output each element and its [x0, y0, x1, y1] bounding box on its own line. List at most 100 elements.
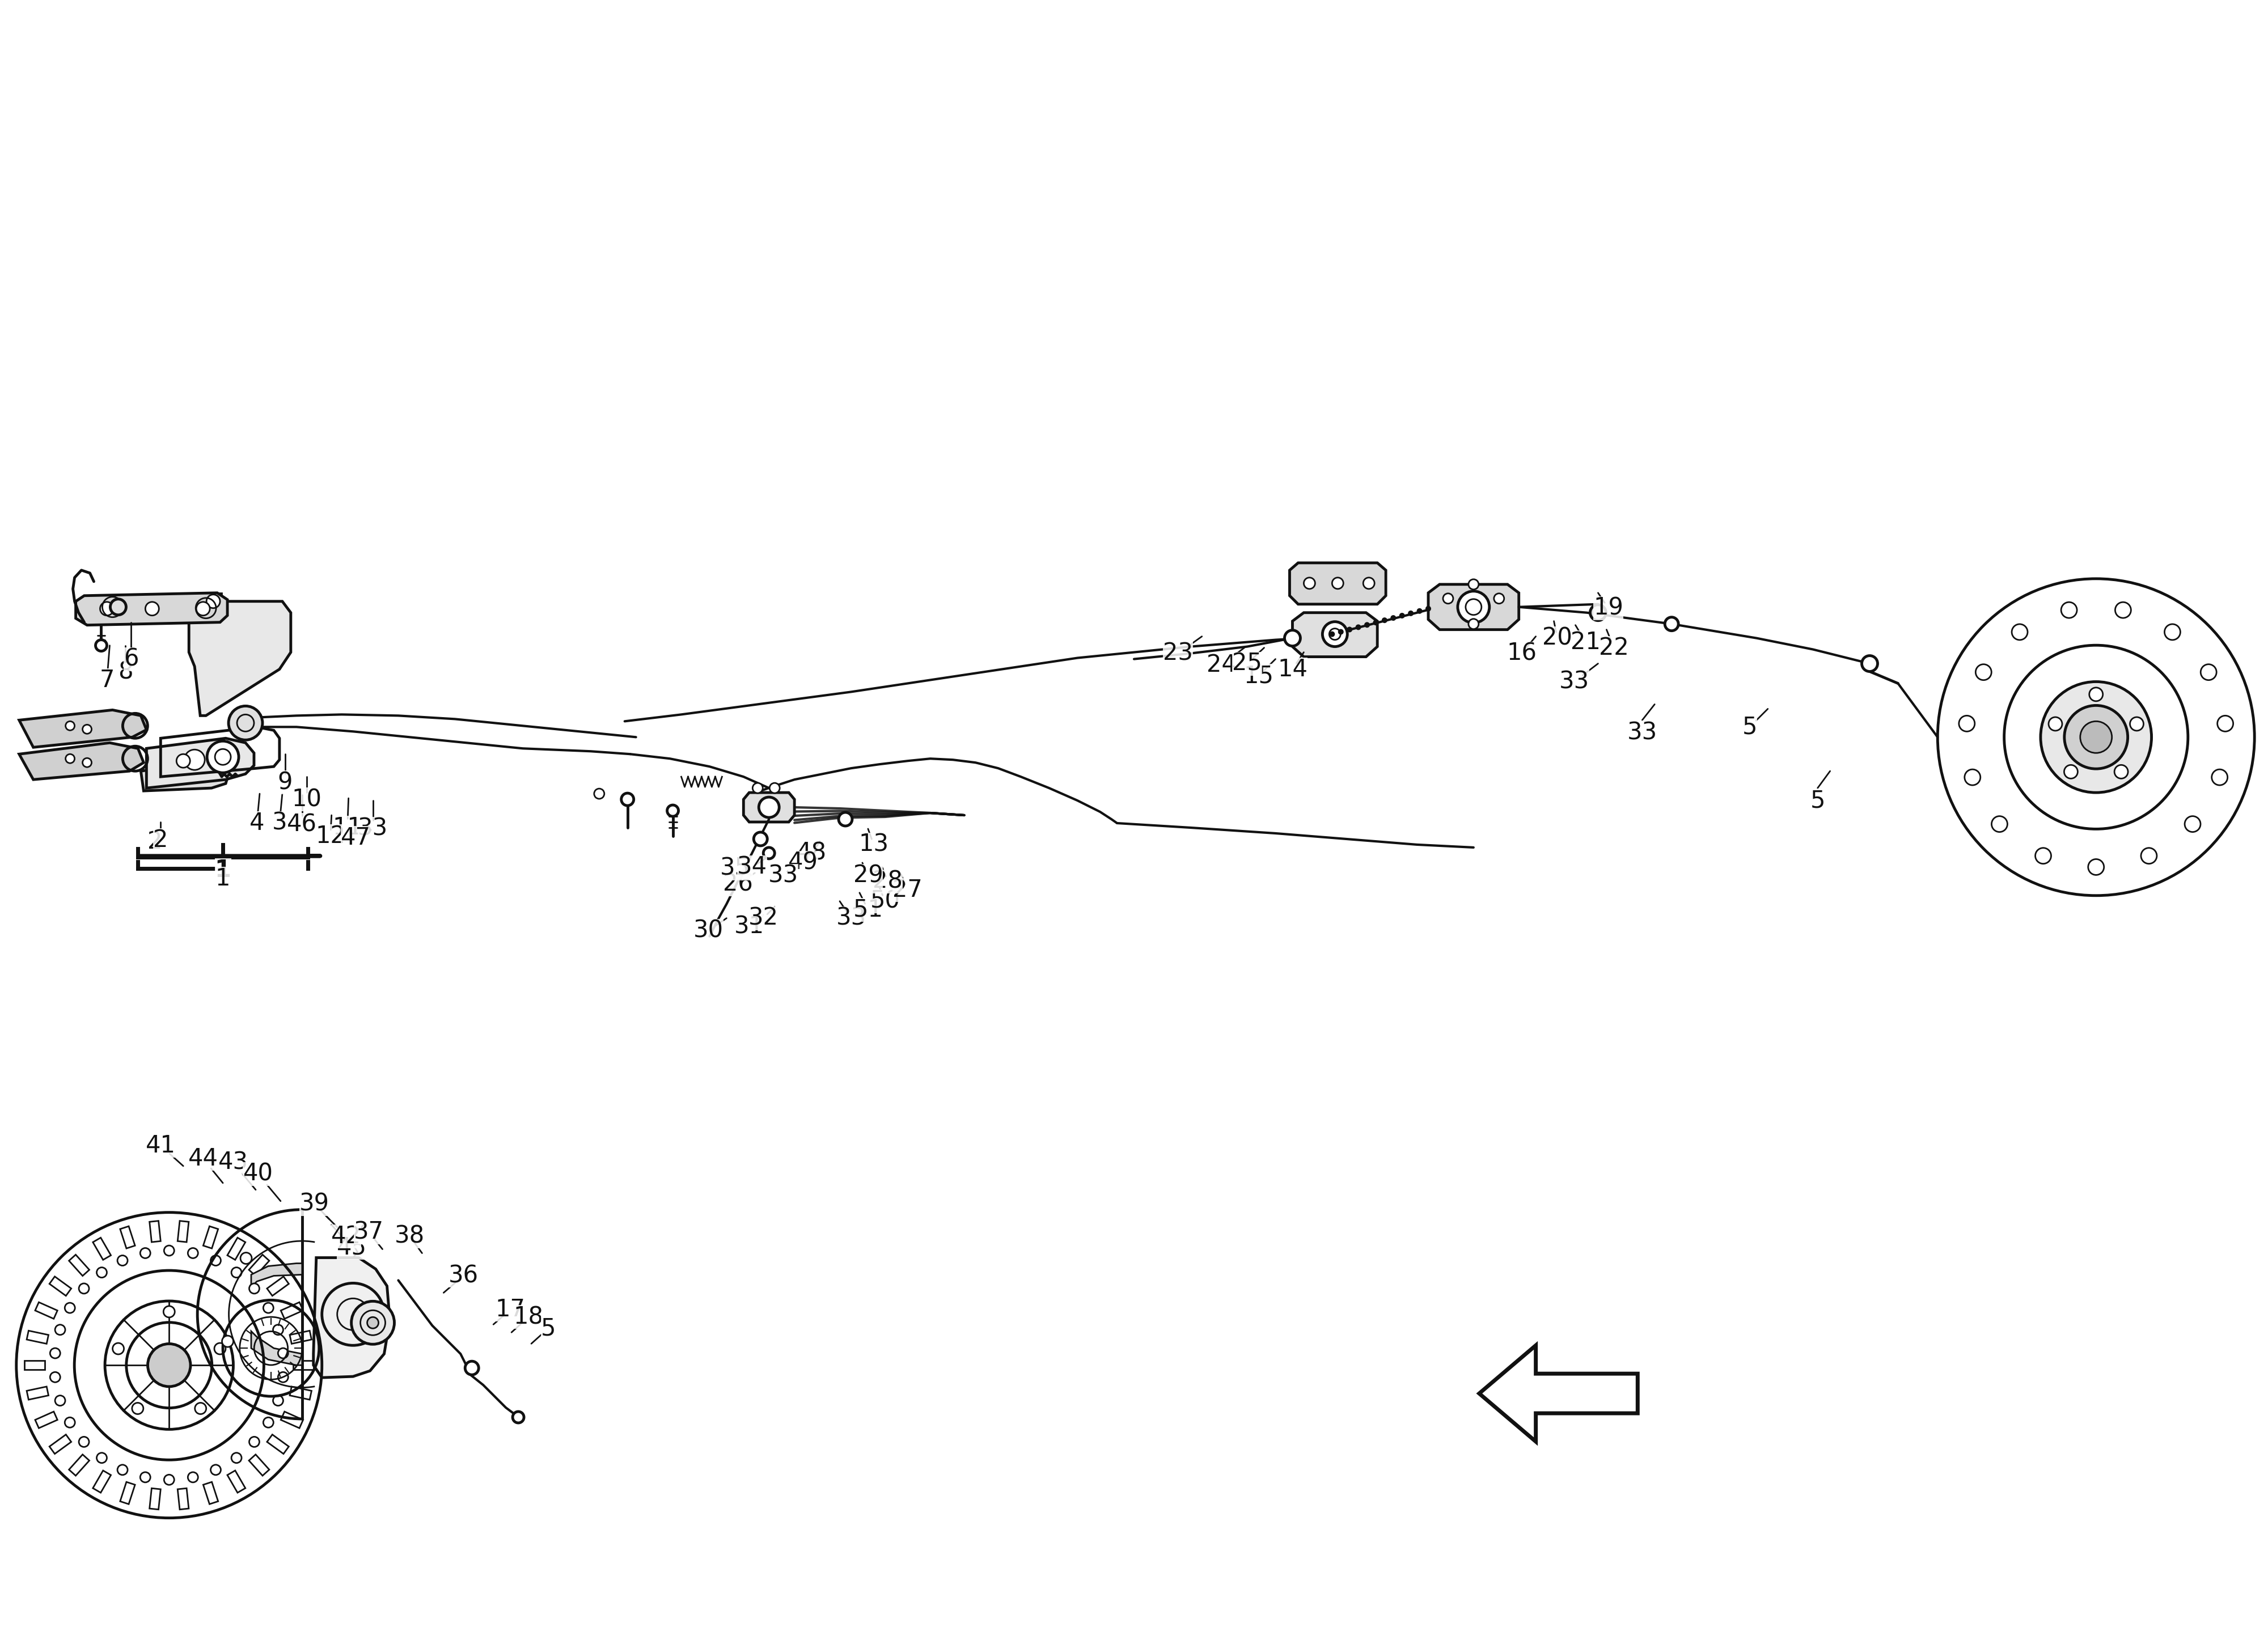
Circle shape	[231, 1453, 243, 1463]
Polygon shape	[1293, 613, 1377, 658]
Circle shape	[272, 1325, 284, 1335]
Circle shape	[2218, 715, 2234, 732]
Circle shape	[66, 1417, 75, 1427]
Circle shape	[66, 1302, 75, 1314]
Circle shape	[1390, 615, 1397, 621]
Circle shape	[82, 725, 91, 733]
Circle shape	[1363, 577, 1374, 589]
Circle shape	[66, 722, 75, 730]
Text: 24: 24	[1207, 653, 1236, 677]
Polygon shape	[75, 593, 227, 625]
Circle shape	[513, 1412, 524, 1424]
Text: 28: 28	[873, 870, 903, 893]
Circle shape	[1338, 630, 1343, 635]
Text: 38: 38	[395, 1225, 424, 1248]
Circle shape	[141, 1471, 150, 1483]
Text: 7: 7	[100, 669, 113, 692]
Text: 22: 22	[1599, 636, 1628, 659]
Text: 3: 3	[272, 810, 288, 835]
Circle shape	[1665, 616, 1678, 631]
Polygon shape	[744, 792, 794, 822]
Circle shape	[206, 741, 238, 773]
Circle shape	[769, 783, 780, 792]
Text: 4: 4	[249, 810, 265, 835]
Circle shape	[1304, 577, 1315, 589]
Text: 34: 34	[737, 855, 767, 880]
Text: 29: 29	[853, 863, 882, 888]
Circle shape	[177, 755, 191, 768]
Circle shape	[1417, 608, 1422, 613]
Circle shape	[2080, 722, 2112, 753]
Circle shape	[231, 1268, 243, 1277]
Circle shape	[753, 832, 767, 845]
Text: 1: 1	[215, 858, 231, 881]
Text: 31: 31	[735, 914, 764, 939]
Text: 5: 5	[1742, 715, 1758, 738]
Circle shape	[1347, 626, 1352, 633]
Text: 49: 49	[787, 852, 819, 875]
Circle shape	[1356, 625, 1361, 630]
Text: 23: 23	[1163, 641, 1193, 666]
Circle shape	[211, 1256, 220, 1266]
Circle shape	[1975, 664, 1991, 681]
Circle shape	[111, 598, 127, 615]
Circle shape	[79, 1284, 88, 1294]
Circle shape	[2064, 764, 2077, 779]
Circle shape	[352, 1302, 395, 1345]
Text: 12: 12	[315, 824, 345, 848]
Circle shape	[249, 1284, 259, 1294]
Polygon shape	[1290, 562, 1386, 603]
Polygon shape	[1429, 584, 1520, 630]
Circle shape	[145, 602, 159, 615]
Polygon shape	[147, 738, 254, 787]
Circle shape	[163, 1246, 175, 1256]
Circle shape	[82, 758, 91, 768]
Circle shape	[465, 1361, 479, 1374]
Circle shape	[1467, 579, 1479, 590]
Circle shape	[1331, 577, 1343, 589]
Circle shape	[279, 1373, 288, 1383]
Circle shape	[54, 1325, 66, 1335]
Circle shape	[1408, 610, 1413, 616]
Circle shape	[2048, 717, 2062, 730]
Text: 11: 11	[333, 815, 363, 840]
Circle shape	[621, 792, 633, 806]
Circle shape	[118, 1465, 127, 1475]
Circle shape	[1372, 620, 1379, 625]
Text: 33: 33	[1558, 669, 1590, 694]
Text: 5: 5	[1810, 789, 1826, 812]
Circle shape	[753, 783, 762, 792]
Polygon shape	[252, 1263, 302, 1287]
Text: 36: 36	[449, 1264, 479, 1287]
Circle shape	[213, 1343, 225, 1355]
Circle shape	[2114, 764, 2127, 779]
Text: 13: 13	[860, 834, 889, 857]
Text: 1: 1	[215, 866, 231, 891]
Circle shape	[2041, 682, 2152, 792]
Circle shape	[1458, 592, 1490, 623]
Circle shape	[263, 1417, 274, 1427]
Circle shape	[211, 1465, 220, 1475]
Circle shape	[188, 1471, 197, 1483]
Circle shape	[1442, 593, 1454, 603]
Text: 26: 26	[723, 873, 753, 896]
Circle shape	[1862, 656, 1878, 671]
Circle shape	[2164, 625, 2180, 640]
Circle shape	[367, 1317, 379, 1328]
Polygon shape	[313, 1258, 390, 1378]
Circle shape	[147, 1343, 191, 1386]
Polygon shape	[18, 710, 147, 748]
Circle shape	[188, 1248, 197, 1258]
Text: 33: 33	[837, 906, 866, 931]
Polygon shape	[18, 743, 143, 779]
Text: 16: 16	[1506, 641, 1538, 666]
Circle shape	[2200, 664, 2216, 681]
Circle shape	[98, 1453, 107, 1463]
Text: 44: 44	[188, 1148, 218, 1171]
Text: 48: 48	[796, 842, 826, 865]
Circle shape	[2116, 602, 2132, 618]
Circle shape	[1964, 769, 1980, 786]
Text: 15: 15	[1243, 664, 1275, 687]
Text: 51: 51	[853, 898, 882, 922]
Circle shape	[163, 1475, 175, 1485]
